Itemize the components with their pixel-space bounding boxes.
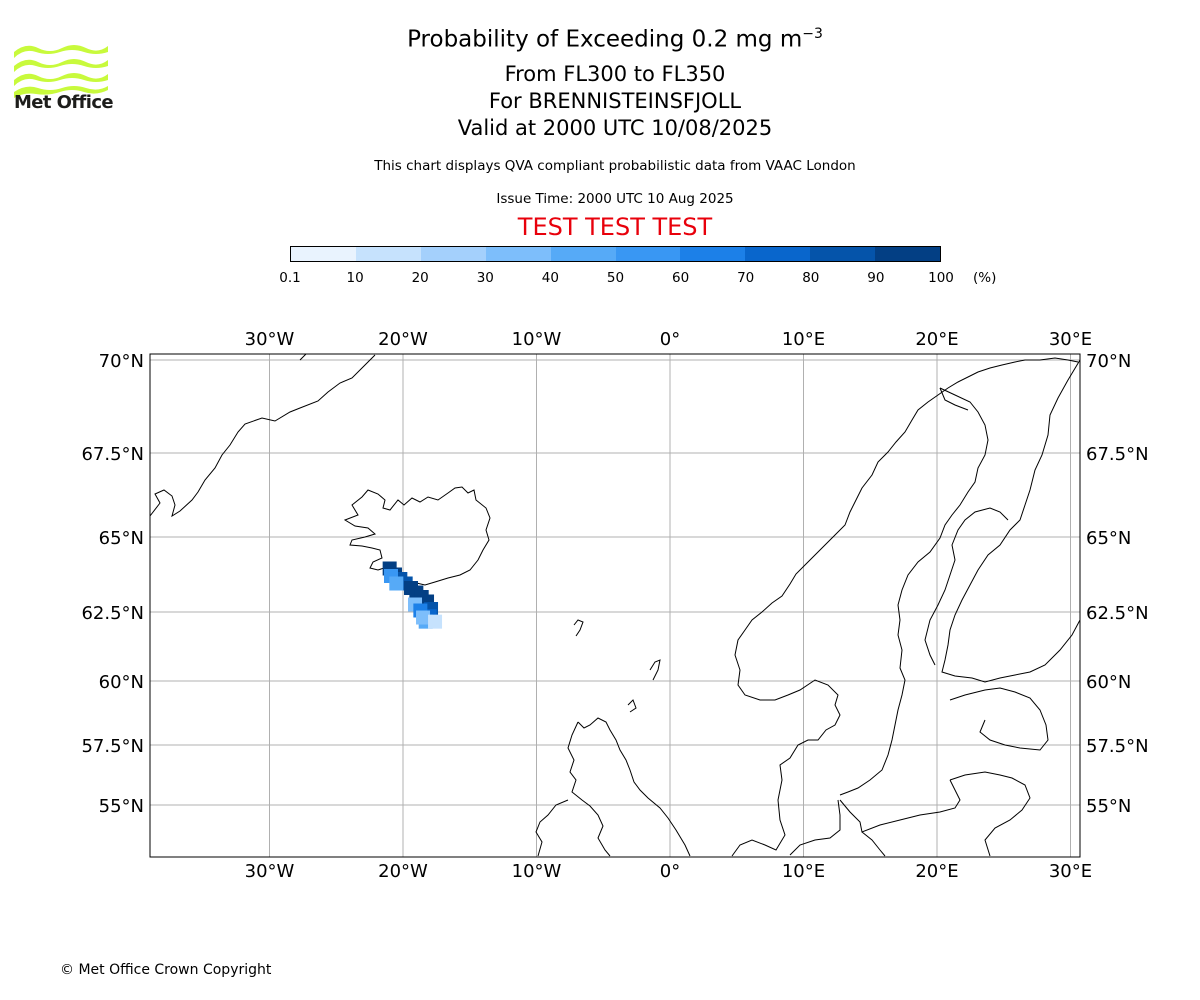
chart-title: Probability of Exceeding 0.2 mg m−3 xyxy=(0,26,1200,53)
longitude-label-top: 20°E xyxy=(915,329,958,350)
longitude-label-bottom: 30°W xyxy=(245,861,295,882)
longitude-label-bottom: 30°E xyxy=(1049,861,1092,882)
latitude-label-right: 70°N xyxy=(1086,351,1131,372)
longitude-label-bottom: 20°E xyxy=(915,861,958,882)
longitude-label-bottom: 0° xyxy=(660,861,680,882)
latitude-label-left: 60°N xyxy=(99,672,144,693)
volcano-name: For BRENNISTEINSFJOLL xyxy=(488,89,742,113)
colorbar-tick-label: 40 xyxy=(541,270,559,286)
latitude-label-left: 67.5°N xyxy=(81,444,144,465)
latitude-label-right: 60°N xyxy=(1086,672,1131,693)
baltic-coast xyxy=(949,687,1049,751)
probability-colorbar xyxy=(290,246,941,262)
latitude-label-left: 55°N xyxy=(99,796,144,817)
colorbar-tick-label: 80 xyxy=(802,270,820,286)
latitude-label-right: 65°N xyxy=(1086,528,1131,549)
latitude-label-left: 62.5°N xyxy=(81,603,144,624)
axis-labels: 30°W 30°W 20°W 20°W 10°W 10°W 0° 0° 10°E 10°E 20°E… xyxy=(81,329,1148,882)
colorbar-tick-label: 70 xyxy=(737,270,755,286)
title-text: Probability of Exceeding 0.2 mg m xyxy=(407,26,803,53)
colorbar-segment xyxy=(680,247,746,261)
colorbar-segment xyxy=(291,247,356,261)
colorbar-tick-label: 60 xyxy=(672,270,690,286)
longitude-label-bottom: 10°W xyxy=(512,861,562,882)
colorbar-segment xyxy=(745,247,811,261)
latitude-label-right: 67.5°N xyxy=(1086,444,1149,465)
british-isles-coast xyxy=(577,717,691,857)
latitude-label-left: 57.5°N xyxy=(81,736,144,757)
scandinavia-coast xyxy=(731,357,1079,857)
colorbar-segment xyxy=(355,247,421,261)
longitude-label-top: 30°W xyxy=(245,329,295,350)
copyright-text: © Met Office Crown Copyright xyxy=(60,962,272,978)
ash-plume xyxy=(382,561,443,629)
colorbar-tick-label: 20 xyxy=(411,270,429,286)
latitude-label-right: 57.5°N xyxy=(1086,736,1149,757)
colorbar-segment xyxy=(875,247,941,261)
disclaimer-text: This chart displays QVA compliant probab… xyxy=(374,158,856,174)
test-banner: TEST TEST TEST xyxy=(517,213,713,241)
coastlines xyxy=(149,353,1081,857)
latitude-label-left: 70°N xyxy=(99,351,144,372)
colorbar-tick-label: 90 xyxy=(867,270,885,286)
map-frame xyxy=(149,353,1081,858)
colorbar-tick-label: 100 xyxy=(928,270,954,286)
longitude-label-bottom: 20°W xyxy=(378,861,428,882)
valid-time: Valid at 2000 UTC 10/08/2025 xyxy=(457,116,773,140)
colorbar-segment xyxy=(615,247,681,261)
longitude-label-top: 20°W xyxy=(378,329,428,350)
longitude-label-top: 0° xyxy=(660,329,680,350)
colorbar-segment xyxy=(420,247,486,261)
latitude-label-right: 55°N xyxy=(1086,796,1131,817)
latitude-label-left: 65°N xyxy=(99,528,144,549)
colorbar-tick-label: 50 xyxy=(606,270,625,286)
graticule xyxy=(150,354,1080,857)
longitude-label-top: 10°W xyxy=(512,329,562,350)
plume-cell xyxy=(389,576,404,591)
longitude-label-bottom: 10°E xyxy=(782,861,825,882)
colorbar-tick-label: 0.1 xyxy=(279,270,301,286)
met-office-logo-icon xyxy=(14,45,108,98)
iceland-coast xyxy=(343,486,491,586)
colorbar-segment xyxy=(550,247,616,261)
plume-cell xyxy=(416,610,431,625)
colorbar-segment xyxy=(485,247,551,261)
colorbar-tick-label: 30 xyxy=(476,270,494,286)
issue-time: Issue Time: 2000 UTC 10 Aug 2025 xyxy=(496,191,734,207)
plume-cell xyxy=(428,614,443,629)
longitude-label-top: 30°E xyxy=(1049,329,1092,350)
greenland-coast xyxy=(149,354,376,518)
colorbar-segment xyxy=(810,247,876,261)
logo-text: Met Office xyxy=(14,92,114,113)
latitude-label-right: 62.5°N xyxy=(1086,603,1149,624)
longitude-label-top: 10°E xyxy=(782,329,825,350)
flight-level-range: From FL300 to FL350 xyxy=(504,62,726,86)
colorbar-tick-label: 10 xyxy=(346,270,364,286)
colorbar-unit: (%) xyxy=(973,270,997,286)
title-unit-exponent: −3 xyxy=(802,26,823,42)
